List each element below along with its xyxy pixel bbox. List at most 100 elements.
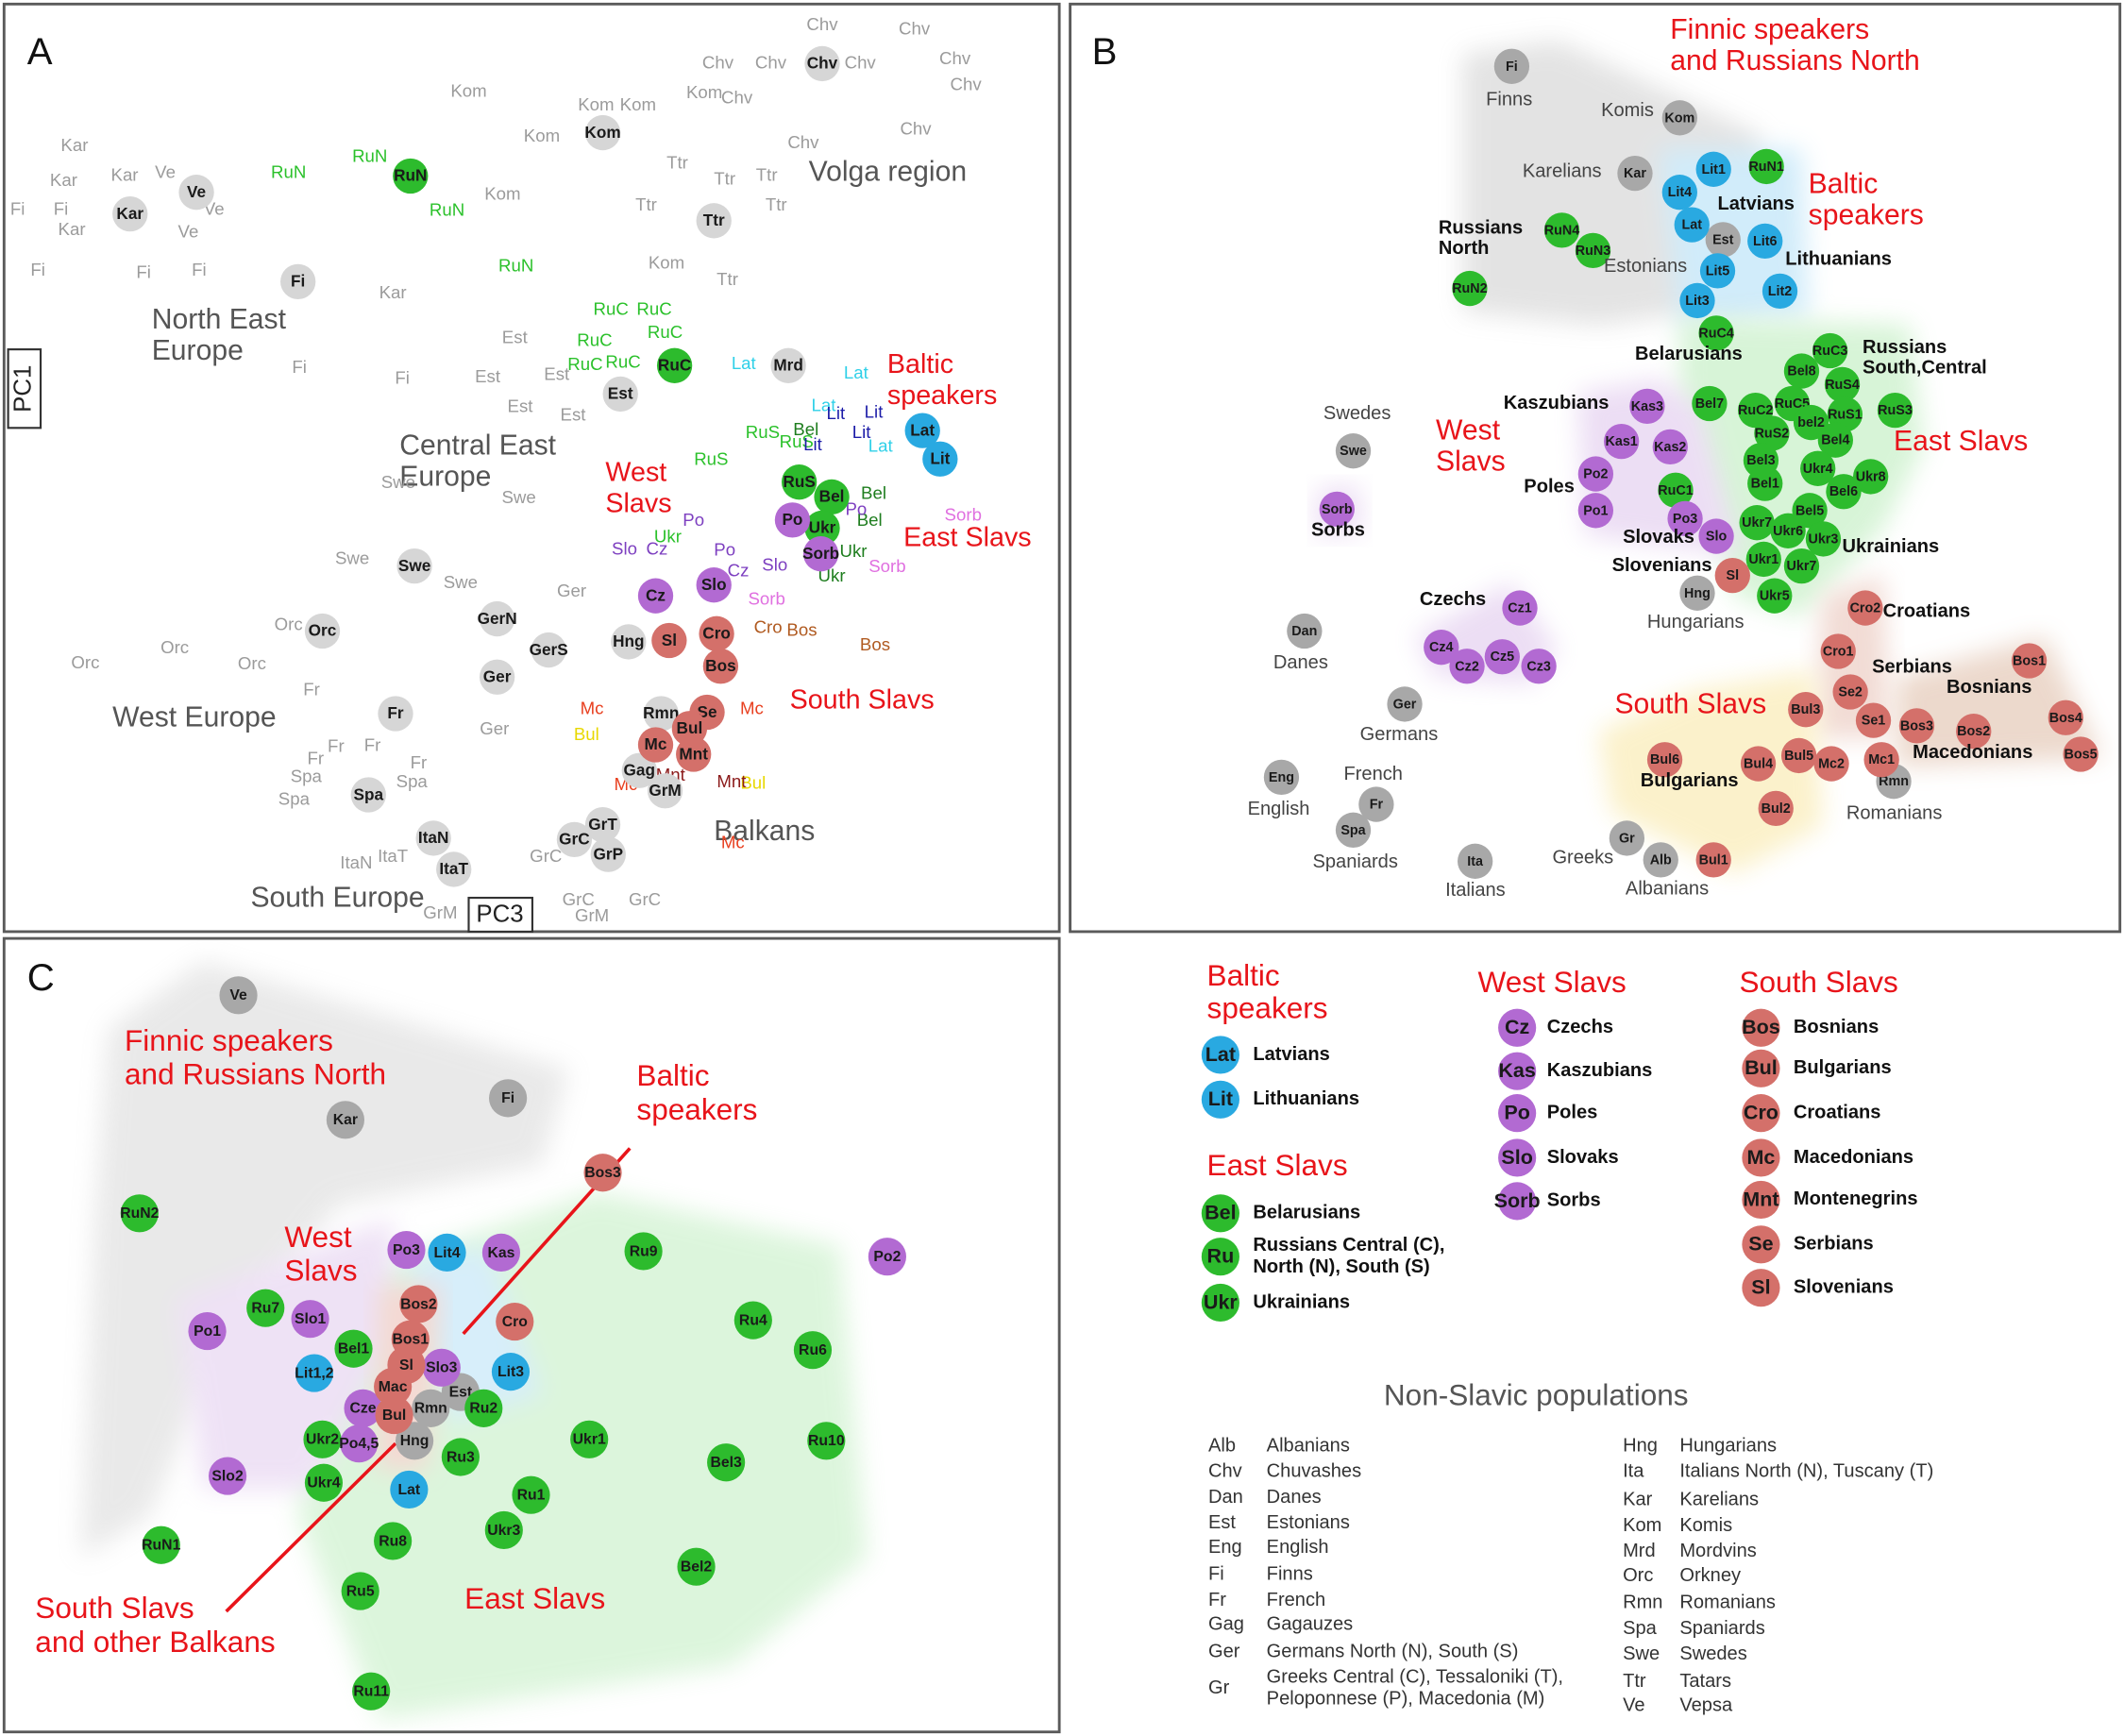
sample-label: Fr	[308, 749, 325, 768]
node-label: Kom	[1664, 110, 1694, 126]
node-label: RuC5	[1775, 396, 1810, 412]
legend-label: Mordvins	[1679, 1541, 1756, 1561]
sample-label: GrM	[423, 902, 457, 922]
node-label: Ru3	[447, 1449, 475, 1465]
legend-swatch	[1498, 1052, 1537, 1090]
node-label: Ukr7	[1787, 559, 1817, 574]
sample-label: Kar	[60, 135, 88, 155]
sample-label: Chv	[845, 52, 877, 72]
group-label: and Russians North	[125, 1057, 386, 1091]
legend-label: North (N), South (S)	[1253, 1256, 1429, 1277]
legend-abbr: Bel	[1205, 1202, 1236, 1224]
sample-label: Fi	[292, 357, 307, 377]
sample-label: Ttr	[756, 164, 778, 184]
legend-title: West Slavs	[1478, 965, 1627, 999]
legend-abbr: Kas	[1498, 1059, 1536, 1082]
group-label: East Slavs	[1894, 426, 2028, 457]
population-label: Bulgarians	[1641, 770, 1739, 791]
population-node	[415, 820, 451, 856]
population-node	[1788, 692, 1824, 728]
population-node	[396, 548, 432, 584]
legend-title: South Slavs	[1739, 965, 1897, 999]
group-label: South Slavs	[1614, 688, 1766, 719]
sample-label: Lit	[827, 403, 847, 423]
population-node	[1826, 474, 1862, 510]
legend-abbr: Chv	[1208, 1461, 1242, 1482]
legend-abbr: Kom	[1623, 1515, 1661, 1536]
population-node	[1452, 270, 1488, 307]
legend-label: Spaniards	[1679, 1618, 1764, 1639]
node-label: Ukr4	[307, 1475, 340, 1492]
sample-label: Chv	[900, 119, 932, 139]
population-label: Czechs	[1420, 589, 1486, 610]
sample-label: Fr	[411, 752, 428, 772]
population-node	[399, 1285, 438, 1323]
legend-abbr: Bul	[1745, 1056, 1778, 1079]
population-node	[1847, 590, 1883, 626]
sample-label: Ttr	[666, 152, 688, 172]
legend-label: Czechs	[1547, 1017, 1613, 1037]
sample-label: Fi	[30, 260, 45, 279]
sample-label: Po	[683, 510, 704, 530]
node-label: RuC1	[1658, 483, 1693, 498]
legend-label: Swedes	[1679, 1643, 1746, 1664]
node-label: Bos1	[2013, 654, 2046, 669]
population-node	[188, 1312, 227, 1351]
legend-swatch	[1498, 1094, 1537, 1133]
node-label: Chv	[807, 54, 838, 73]
population-node	[1956, 713, 1992, 750]
node-label: RuN1	[1748, 160, 1783, 175]
population-node	[1424, 630, 1459, 666]
population-label: South,Central	[1863, 357, 1987, 378]
group-label: speakers	[1809, 199, 1924, 230]
legend-label: Vepsa	[1679, 1695, 1733, 1716]
legend-label: Macedonians	[1794, 1147, 1913, 1168]
region-label: Europe	[399, 461, 491, 492]
sample-label: Bul	[574, 724, 599, 744]
sample-label: RuS	[780, 431, 814, 451]
population-node	[1805, 521, 1842, 557]
node-label: Mac	[379, 1379, 408, 1395]
node-label: RuN	[394, 166, 427, 185]
population-node	[374, 1522, 413, 1560]
node-label: Sl	[662, 631, 677, 649]
sample-label: Est	[544, 363, 570, 383]
population-node	[677, 1547, 716, 1586]
node-label: Slo	[701, 575, 727, 594]
sample-label: Fr	[364, 734, 381, 754]
panel-frame	[2, 936, 1061, 1734]
sample-label: Swe	[335, 548, 369, 567]
legend-swatch	[1201, 1080, 1239, 1119]
population-node	[208, 1457, 247, 1495]
region-label: North East	[152, 304, 287, 335]
node-label: Kas2	[1654, 440, 1686, 455]
population-label: Ukrainians	[1843, 536, 1940, 557]
population-node	[1695, 151, 1731, 187]
population-node	[1698, 518, 1734, 554]
legend-abbr: Lit	[1208, 1087, 1233, 1110]
legend-abbr: Gr	[1208, 1677, 1230, 1698]
population-node	[651, 622, 687, 659]
node-label: RuN3	[1576, 244, 1610, 259]
node-label: Bul1	[1699, 852, 1728, 868]
node-label: Ukr1	[573, 1432, 606, 1448]
population-node	[922, 441, 958, 477]
node-label: RuC2	[1738, 403, 1773, 418]
population-node	[1521, 649, 1557, 684]
population-node	[1740, 746, 1777, 782]
sample-label: Orc	[71, 652, 99, 672]
node-label: GrT	[588, 815, 617, 834]
population-label: Croatians	[1883, 601, 1971, 622]
population-node	[602, 376, 638, 413]
node-label: Mc2	[1818, 757, 1845, 772]
node-label: Po1	[1583, 503, 1608, 518]
population-node	[291, 1300, 329, 1339]
node-label: Lit3	[497, 1364, 524, 1380]
sample-label: Spa	[396, 771, 429, 791]
group-label: Baltic	[636, 1058, 709, 1092]
node-label: Bul3	[1791, 702, 1820, 717]
region-label: West Europe	[112, 702, 277, 733]
population-node	[1770, 513, 1806, 548]
node-label: Est	[449, 1385, 473, 1401]
